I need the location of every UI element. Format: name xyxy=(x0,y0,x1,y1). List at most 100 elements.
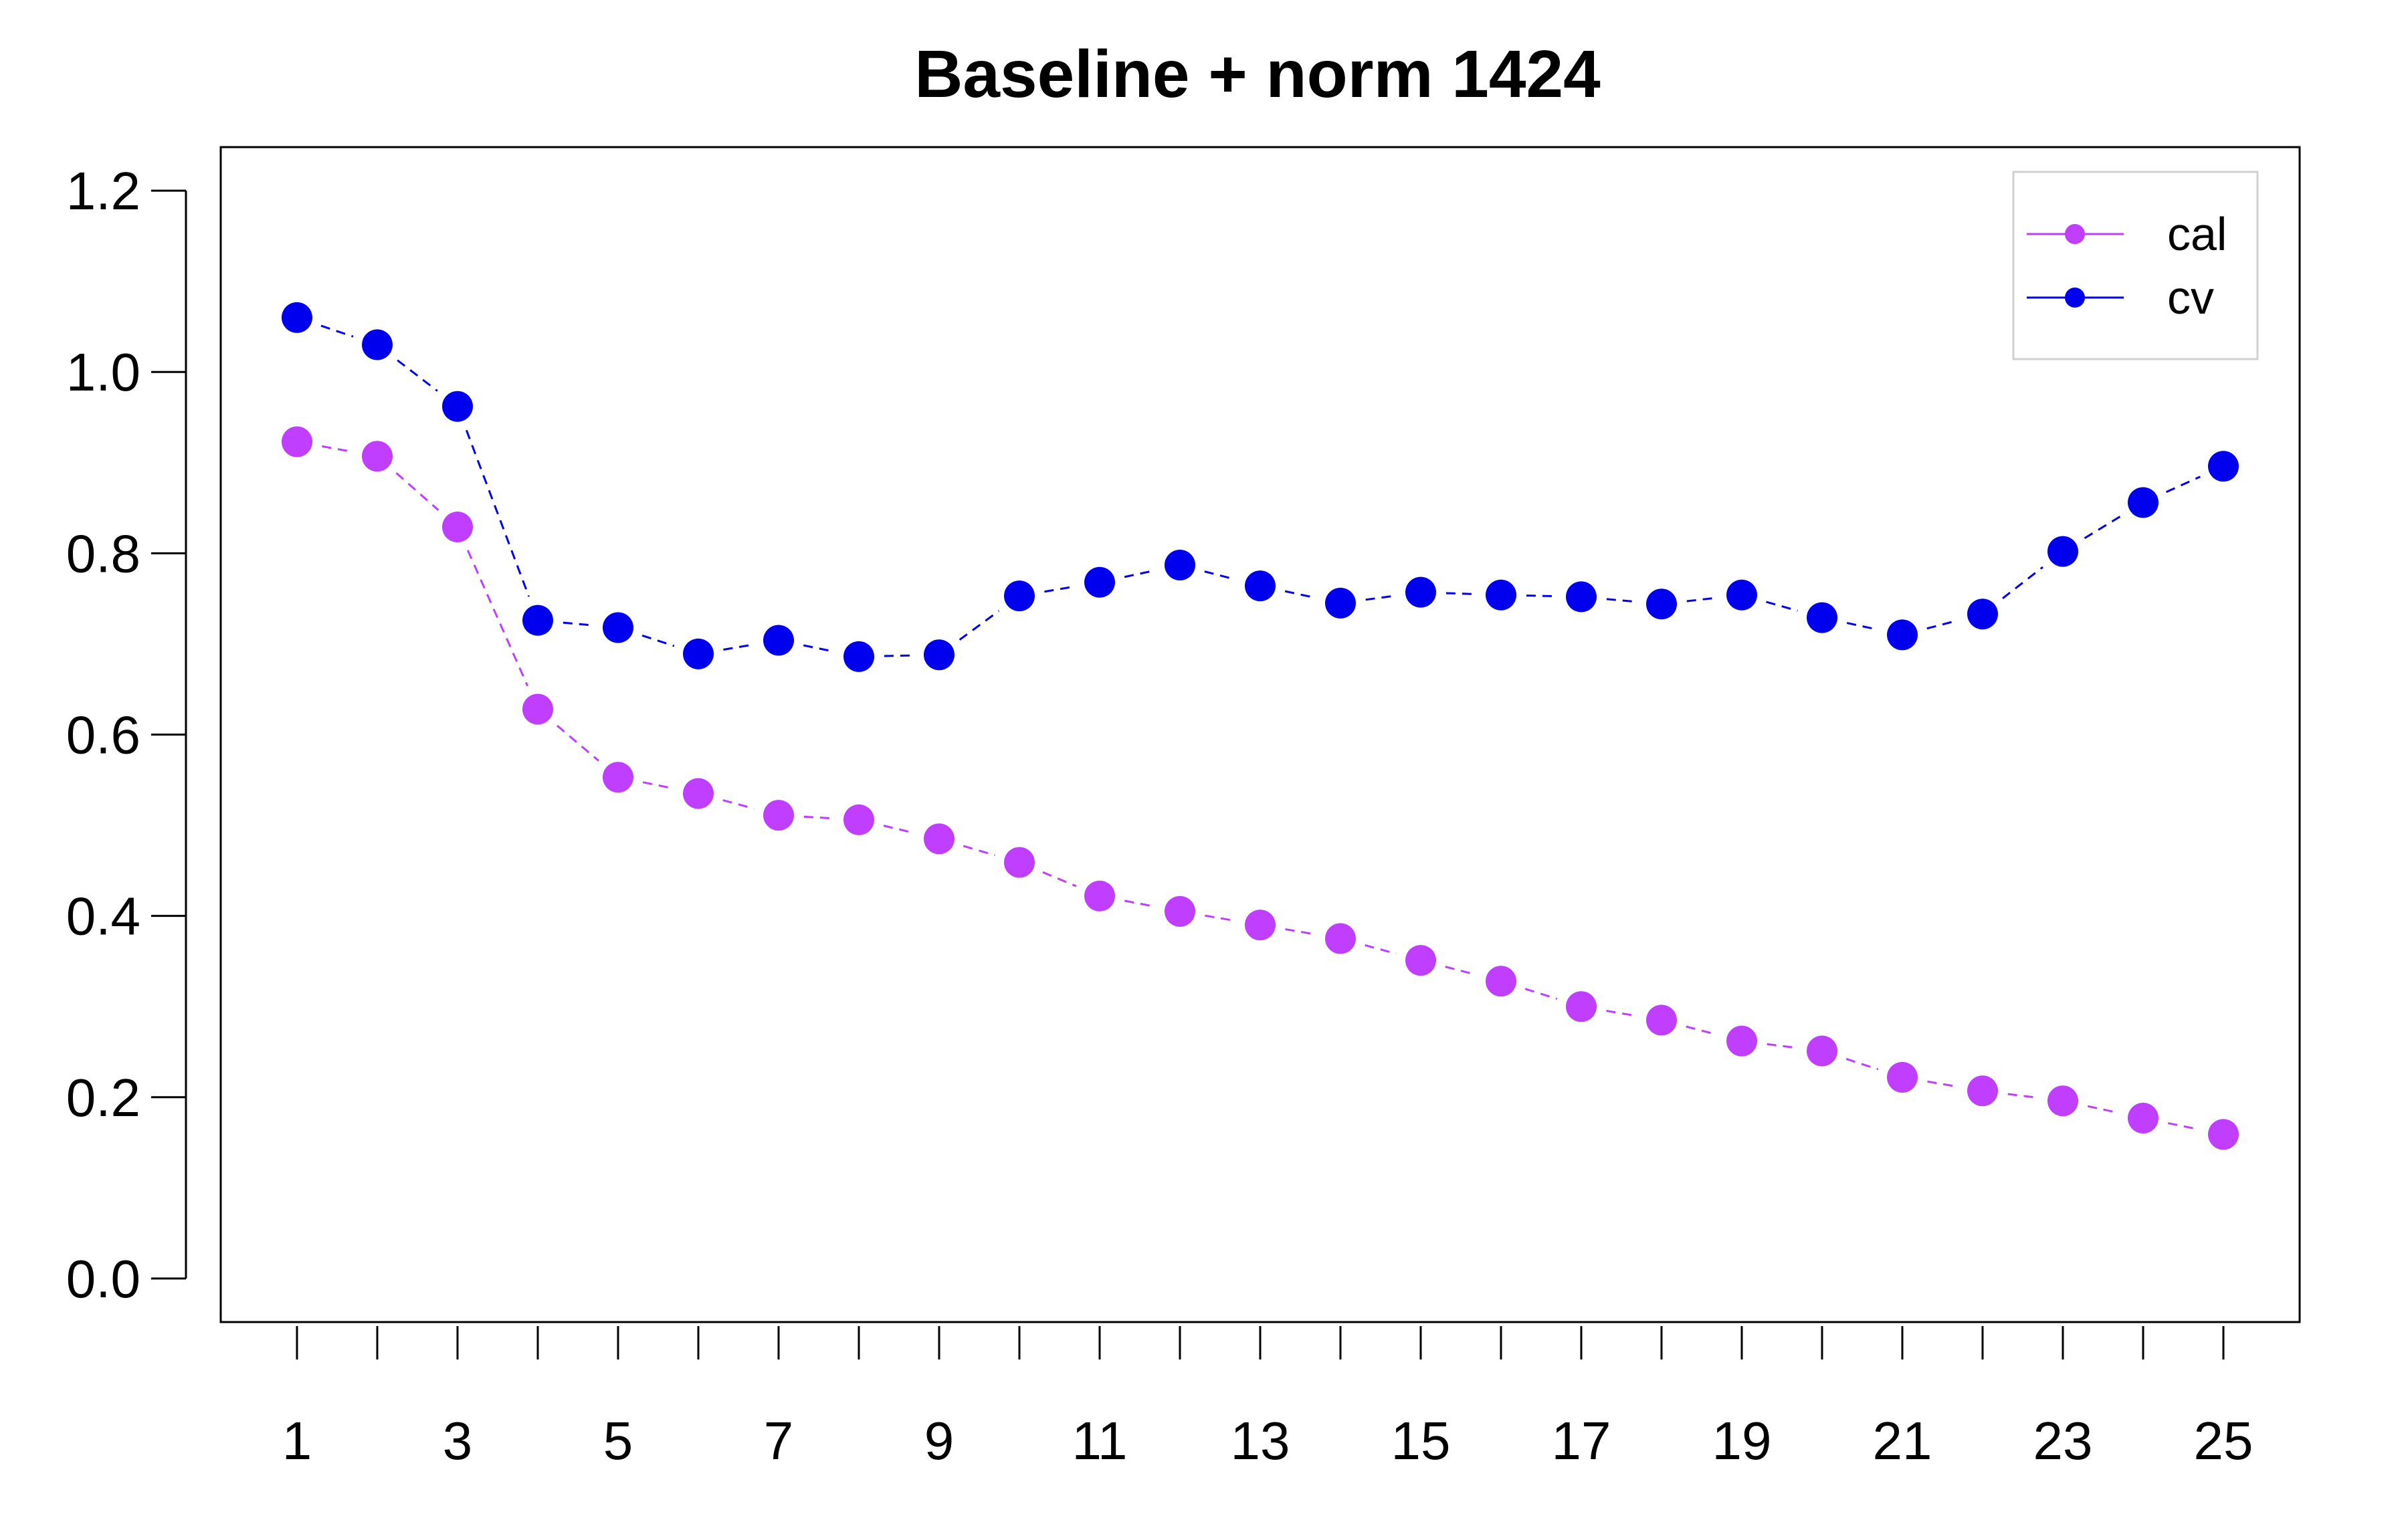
series-layer xyxy=(282,302,2239,1150)
series-cal-segment xyxy=(722,799,755,810)
series-cal-segment xyxy=(2167,1122,2199,1131)
series-cal-segment xyxy=(322,445,353,453)
y-axis: 0.0 0.2 0.4 0.6 0.8 1.0 1.2 xyxy=(66,161,187,1309)
series-cal-point xyxy=(442,512,473,543)
x-tick-label: 1 xyxy=(282,1411,312,1471)
series-cv-segment xyxy=(884,654,914,657)
series-cv-segment xyxy=(1846,622,1878,631)
series-cal-point xyxy=(924,823,955,855)
series-cal-segment xyxy=(883,825,915,835)
series-cal-point xyxy=(2208,1119,2239,1150)
x-tick-label: 5 xyxy=(603,1411,633,1471)
series-cal-segment xyxy=(1927,1080,1958,1088)
series-cal-point xyxy=(2128,1102,2159,1133)
legend-swatch-marker xyxy=(2065,224,2085,244)
y-tick-label: 0.8 xyxy=(66,524,140,583)
series-cv-segment xyxy=(803,644,835,653)
series-cv-point xyxy=(683,638,714,669)
series-cal-point xyxy=(1405,945,1436,976)
series-cal xyxy=(282,426,2239,1150)
series-cv-point xyxy=(1165,549,1195,580)
series-cal-point xyxy=(1887,1061,1918,1093)
series-cv-point xyxy=(1245,570,1276,602)
series-cal-segment xyxy=(1767,1043,1797,1049)
series-cv-point xyxy=(2208,451,2239,482)
series-cv-point xyxy=(1084,566,1115,598)
series-cv-segment xyxy=(1044,585,1075,593)
series-cal-segment xyxy=(1686,1025,1718,1036)
series-cal-point xyxy=(683,778,714,809)
series-cv-point xyxy=(442,391,473,422)
x-tick-label: 13 xyxy=(1231,1411,1290,1471)
series-cal-segment xyxy=(1365,944,1397,955)
series-cv-point xyxy=(2128,487,2159,518)
x-tick-label: 23 xyxy=(2033,1411,2093,1471)
x-axis: 1 3 5 7 9 11 13 15 17 19 21 23 25 xyxy=(282,1326,2253,1471)
series-cv-segment xyxy=(1766,601,1798,612)
legend-label: cal xyxy=(2167,208,2227,260)
series-cal-segment xyxy=(557,724,599,762)
series-cal-point xyxy=(1165,895,1195,927)
series-cv-point xyxy=(1486,579,1516,611)
series-cv-point xyxy=(1325,587,1356,619)
series-cv-segment xyxy=(1926,619,1959,630)
series-cal-segment xyxy=(1606,1010,1637,1017)
series-cal-point xyxy=(282,426,312,457)
series-cal-segment xyxy=(1524,988,1558,1000)
series-cv-segment xyxy=(2084,514,2122,540)
series-cal-segment xyxy=(963,845,995,857)
series-cv-point xyxy=(1967,599,1998,630)
series-cv-point xyxy=(1887,619,1918,651)
series-cv-segment xyxy=(2002,566,2043,600)
series-cal-segment xyxy=(1845,1058,1879,1071)
series-cv-point xyxy=(1405,576,1436,608)
x-tick-label: 19 xyxy=(1712,1411,1772,1471)
legend-label: cv xyxy=(2167,271,2214,324)
series-cv-segment xyxy=(1204,570,1236,581)
series-cv xyxy=(282,302,2239,672)
series-cv-point xyxy=(2047,536,2078,567)
series-cv-segment xyxy=(959,610,1000,641)
series-cal-point xyxy=(1084,880,1115,911)
series-cal-point xyxy=(1004,847,1035,878)
plot-frame xyxy=(219,146,2301,1323)
legend: cal cv xyxy=(2012,171,2259,360)
y-tick-label: 1.0 xyxy=(66,342,140,402)
chart-title: Baseline + norm 1424 xyxy=(914,37,1601,112)
series-cv-point xyxy=(1646,588,1677,620)
series-cal-point xyxy=(522,693,553,725)
series-cv-point xyxy=(1566,581,1597,613)
series-cv-segment xyxy=(320,324,354,338)
series-cal-segment xyxy=(466,550,529,687)
x-tick-label: 25 xyxy=(2194,1411,2253,1471)
y-tick-label: 0.4 xyxy=(66,887,140,946)
series-cv-point xyxy=(924,639,955,671)
series-cal-segment xyxy=(1285,928,1316,936)
series-cv-point xyxy=(1004,580,1035,612)
series-cal-point xyxy=(1486,966,1516,997)
series-cv-point xyxy=(1807,602,1837,633)
series-cal-segment xyxy=(803,815,834,820)
series-cal-point xyxy=(362,441,393,472)
series-cal-segment xyxy=(1124,899,1155,908)
series-cal-point xyxy=(763,800,794,831)
series-cal-point xyxy=(1967,1075,1998,1107)
legend-swatch-marker xyxy=(2065,288,2085,308)
y-tick-label: 1.2 xyxy=(66,161,140,221)
series-cal-point xyxy=(843,804,874,835)
series-cv-segment xyxy=(563,621,593,627)
x-tick-label: 3 xyxy=(443,1411,473,1471)
series-cv-segment xyxy=(1124,569,1156,578)
x-tick-label: 9 xyxy=(924,1411,955,1471)
series-cv-segment xyxy=(1284,590,1316,599)
series-cal-point xyxy=(1646,1004,1677,1036)
y-tick-label: 0.2 xyxy=(66,1068,140,1127)
series-cal-segment xyxy=(1445,966,1477,976)
series-cv-segment xyxy=(397,359,438,392)
series-cv-segment xyxy=(1365,594,1396,601)
x-tick-label: 17 xyxy=(1552,1411,1611,1471)
series-cv-point xyxy=(843,641,874,672)
series-cv-point xyxy=(1726,579,1757,611)
